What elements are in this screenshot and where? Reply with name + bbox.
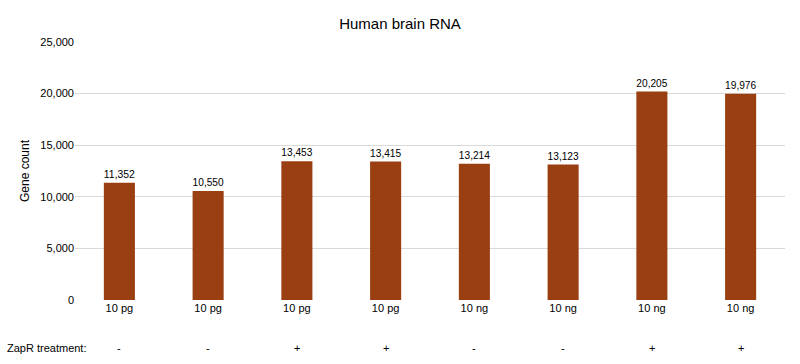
svg-text:+: + [294, 342, 300, 354]
svg-text:ZapR treatment:: ZapR treatment: [7, 342, 86, 354]
svg-text:0: 0 [68, 294, 74, 306]
svg-text:20,205: 20,205 [636, 78, 667, 89]
svg-text:10,000: 10,000 [40, 191, 74, 203]
svg-text:10,550: 10,550 [193, 177, 224, 188]
svg-text:Gene count: Gene count [18, 139, 32, 202]
svg-text:20,000: 20,000 [40, 87, 74, 99]
svg-text:-: - [561, 342, 565, 354]
svg-text:10 ng: 10 ng [727, 302, 755, 314]
svg-text:10 pg: 10 pg [372, 302, 400, 314]
svg-text:13,123: 13,123 [548, 151, 579, 162]
svg-text:5,000: 5,000 [46, 242, 74, 254]
svg-text:+: + [383, 342, 389, 354]
svg-text:10 ng: 10 ng [638, 302, 666, 314]
svg-text:10 pg: 10 pg [283, 302, 311, 314]
svg-text:+: + [649, 342, 655, 354]
svg-text:25,000: 25,000 [40, 36, 74, 48]
svg-text:+: + [738, 342, 744, 354]
svg-text:19,976: 19,976 [725, 80, 756, 91]
svg-text:13,214: 13,214 [459, 150, 490, 161]
svg-text:10 ng: 10 ng [461, 302, 489, 314]
svg-text:10 ng: 10 ng [549, 302, 577, 314]
svg-text:Human brain RNA: Human brain RNA [339, 15, 461, 32]
svg-text:13,415: 13,415 [370, 148, 401, 159]
svg-text:15,000: 15,000 [40, 139, 74, 151]
svg-text:-: - [472, 342, 476, 354]
svg-text:-: - [206, 342, 210, 354]
svg-text:13,453: 13,453 [281, 147, 312, 158]
svg-text:10 pg: 10 pg [106, 302, 134, 314]
svg-text:11,352: 11,352 [104, 169, 135, 180]
svg-text:-: - [117, 342, 121, 354]
svg-text:10 pg: 10 pg [194, 302, 222, 314]
